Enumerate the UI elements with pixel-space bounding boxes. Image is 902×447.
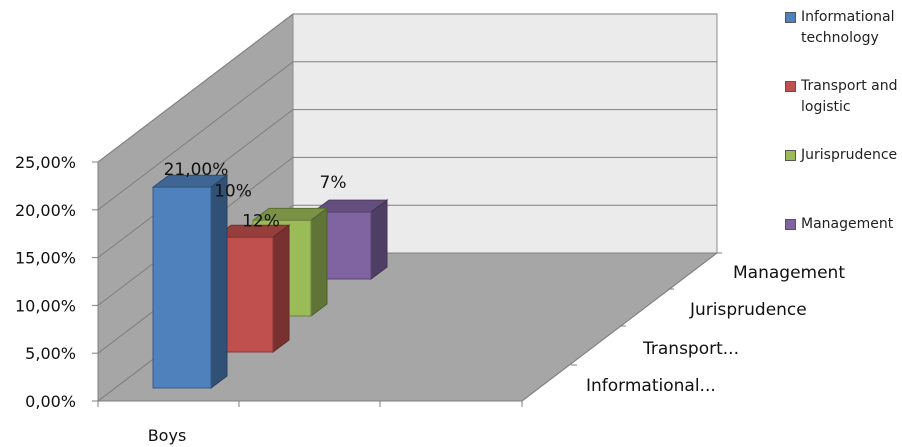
data-label: 12% (242, 211, 280, 231)
data-labels: 7% 10% 12% 21,00% (164, 160, 347, 231)
data-label: 7% (320, 173, 347, 193)
bar-front (152, 186, 212, 389)
depth-axis-label: Management (733, 263, 845, 283)
legend-swatch-management (785, 219, 796, 230)
data-label: 10% (214, 181, 252, 201)
side-gridline (97, 61, 294, 211)
legend-label: Transport and logistic (801, 78, 898, 115)
depth-axis-label: Jurisprudence (689, 300, 807, 320)
legend-label: Management (801, 216, 894, 232)
y-axis: 0,00% 5,00% 10,00% 15,00% 20,00% 25,00% (15, 153, 99, 411)
y-tick-label: 20,00% (15, 201, 76, 220)
depth-axis-label: Transport... (642, 339, 739, 359)
x-category-label: Boys (148, 426, 187, 445)
y-tick-label: 10,00% (15, 296, 76, 315)
legend-label: Jurisprudence (801, 147, 898, 163)
bar-side (210, 174, 228, 389)
bars (151, 174, 389, 389)
depth-axis: Management Jurisprudence Transport... Infor… (521, 252, 845, 402)
y-tick-label: 15,00% (15, 249, 76, 268)
depth-axis-label: Informational... (586, 376, 716, 396)
legend-swatch-informational-technology (785, 12, 796, 23)
bar-side (370, 199, 388, 280)
bar-side (310, 207, 328, 317)
legend-swatch-transport-and-logistic (785, 81, 796, 92)
depth-axis-line (521, 252, 718, 402)
side-gridline (97, 13, 294, 163)
legend-label: Informational technology (801, 9, 895, 46)
y-tick-label: 5,00% (25, 344, 76, 363)
bar-informational-technology (151, 174, 229, 389)
bar-side (272, 224, 290, 353)
data-label: 21,00% (164, 160, 229, 180)
y-tick-label: 25,00% (15, 153, 76, 172)
x-axis: Boys (97, 400, 523, 445)
y-tick-label: 0,00% (25, 392, 76, 411)
legend-swatch-jurisprudence (785, 150, 796, 161)
